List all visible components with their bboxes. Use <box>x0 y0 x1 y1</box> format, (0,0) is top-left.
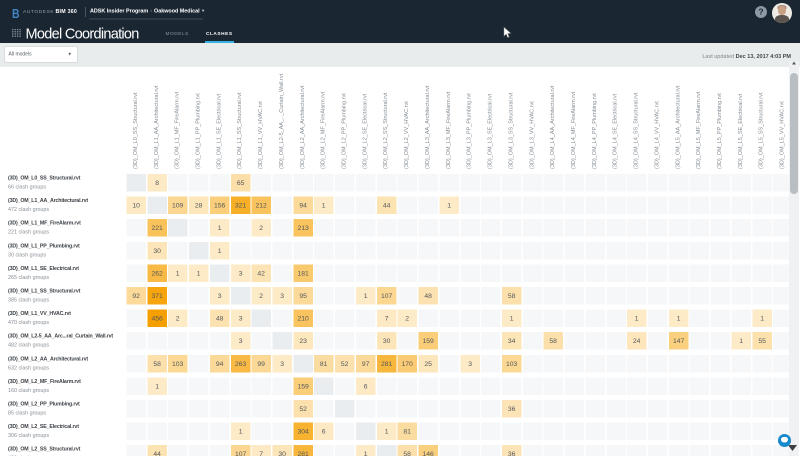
svg-text:B: B <box>12 9 20 19</box>
